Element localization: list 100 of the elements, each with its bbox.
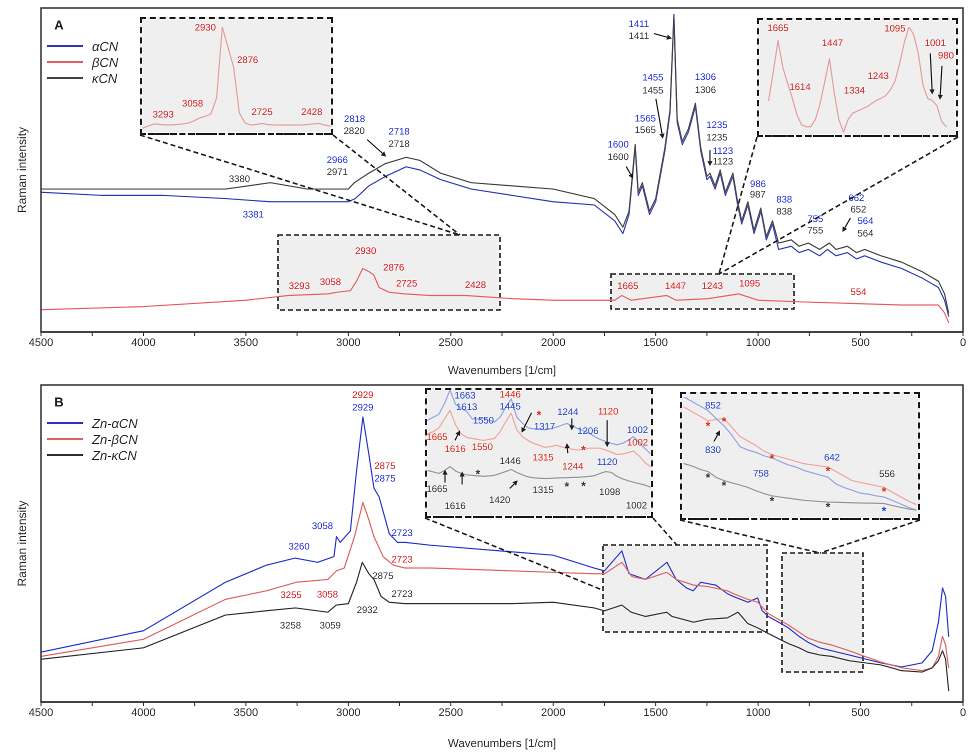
x-tick-label: 3500 bbox=[234, 706, 258, 719]
annotation: 3058 bbox=[316, 589, 338, 600]
annotation: 1616 bbox=[444, 444, 466, 456]
annotation: 980 bbox=[938, 50, 954, 62]
annotation: 554 bbox=[850, 286, 866, 298]
annotation: 1002 bbox=[626, 500, 648, 512]
annotation: 642 bbox=[824, 452, 840, 464]
annotation: * bbox=[706, 418, 711, 433]
annotation: 1095 bbox=[884, 24, 906, 34]
annotation: 1002 bbox=[626, 438, 648, 449]
x-tick-label: 500 bbox=[851, 336, 870, 349]
text: 2929 bbox=[352, 390, 374, 401]
legend-label: αCN bbox=[92, 38, 118, 54]
annotation: 1600 bbox=[608, 152, 629, 164]
x-axis-title: Wavenumbers [1/cm] bbox=[448, 365, 556, 377]
annotation: 2875 bbox=[374, 461, 396, 472]
annotation: 3381 bbox=[242, 209, 264, 220]
annotation: 1446 bbox=[500, 456, 521, 467]
annotation: 2820 bbox=[344, 126, 365, 138]
x-tick-label: 2500 bbox=[438, 336, 464, 349]
annotation: 2875 bbox=[374, 474, 396, 485]
x-tick-label: 2000 bbox=[540, 706, 566, 719]
annotation: 1002 bbox=[626, 425, 648, 436]
x-tick-label: 2000 bbox=[540, 336, 566, 349]
x-tick-label: 4000 bbox=[131, 706, 156, 719]
annotation: 1665 bbox=[617, 280, 638, 292]
annotation: * bbox=[536, 408, 542, 422]
annotation: 2718 bbox=[388, 138, 410, 150]
annotation: 3260 bbox=[288, 542, 310, 553]
annotation: 564 bbox=[858, 216, 874, 228]
annotation: 1098 bbox=[599, 487, 620, 498]
annotation: 2966 bbox=[326, 155, 348, 166]
x-tick-label: 1000 bbox=[746, 336, 770, 349]
annotation: 2725 bbox=[396, 278, 418, 290]
annotation: 2718 bbox=[388, 126, 410, 138]
annotation: 1001 bbox=[924, 38, 946, 49]
legend-label: Zn-βCN bbox=[92, 432, 138, 446]
annotation: 1123 bbox=[712, 146, 734, 157]
annotation: * bbox=[770, 452, 775, 466]
annotation: 2725 bbox=[251, 106, 273, 118]
annotation: * bbox=[722, 414, 727, 428]
annotation: 2818 bbox=[344, 114, 366, 125]
x-tick-label: 3000 bbox=[336, 336, 361, 349]
annotation: * bbox=[581, 478, 586, 493]
annotation: 1315 bbox=[532, 452, 554, 464]
annotation: 3058 bbox=[182, 98, 204, 110]
y-axis-title: Raman intensity bbox=[15, 500, 29, 587]
annotation: 1565 bbox=[634, 125, 656, 136]
annotation: 1306 bbox=[694, 72, 716, 83]
annotation: * bbox=[826, 464, 831, 478]
annotation: * bbox=[581, 443, 586, 458]
annotation: 755 bbox=[807, 226, 824, 237]
annotation: 852 bbox=[705, 400, 721, 412]
annotation: * bbox=[770, 494, 775, 508]
annotation: 1243 bbox=[868, 70, 889, 82]
annotation: 1411 bbox=[628, 31, 650, 42]
annotation: 2723 bbox=[392, 528, 413, 539]
x-tick-label: 4500 bbox=[28, 336, 54, 349]
annotation: 1565 bbox=[634, 113, 656, 124]
legend-label: κCN bbox=[92, 70, 118, 86]
annotation: * bbox=[826, 500, 831, 514]
annotation: 2723 bbox=[392, 554, 413, 566]
annotation: 1614 bbox=[789, 82, 811, 93]
annotation: 838 bbox=[776, 194, 792, 206]
annotation: * bbox=[722, 478, 727, 493]
text: 2929 bbox=[352, 402, 374, 414]
annotation: 3255 bbox=[280, 590, 302, 601]
annotation: 1665 bbox=[767, 23, 789, 34]
annotation: 1206 bbox=[577, 426, 598, 438]
annotation: 1663 bbox=[454, 390, 476, 402]
annotation: 1120 bbox=[596, 456, 618, 468]
x-tick-label: 2500 bbox=[438, 706, 464, 719]
annotation: 2876 bbox=[237, 54, 258, 66]
annotation: 1455 bbox=[642, 85, 664, 96]
annotation: 1665 bbox=[426, 432, 448, 443]
annotation: 3380 bbox=[228, 174, 250, 186]
x-tick-label: 3500 bbox=[234, 336, 258, 349]
annotation: 652 bbox=[850, 204, 866, 216]
annotation: 1235 bbox=[706, 132, 728, 144]
annotation: * bbox=[564, 480, 570, 494]
annotation: * bbox=[882, 484, 887, 498]
annotation: 1445 bbox=[500, 401, 521, 412]
annotation: 1616 bbox=[444, 500, 466, 512]
x-tick-label: 500 bbox=[851, 706, 870, 719]
annotation: 1411 bbox=[628, 18, 650, 30]
annotation: 3058 bbox=[320, 276, 342, 288]
annotation: 3059 bbox=[320, 620, 341, 632]
annotation: 1447 bbox=[822, 38, 844, 49]
chart-title: B bbox=[54, 394, 64, 410]
annotation: 1550 bbox=[472, 416, 494, 427]
annotation: 2971 bbox=[326, 167, 348, 178]
annotation: 1420 bbox=[489, 494, 510, 506]
annotation: 2428 bbox=[464, 280, 486, 291]
x-tick-label: 0 bbox=[960, 336, 966, 349]
annotation: 2930 bbox=[194, 22, 216, 34]
x-tick-label: 0 bbox=[960, 706, 966, 719]
x-tick-label: 1000 bbox=[746, 706, 770, 719]
x-tick-label: 1500 bbox=[643, 706, 668, 719]
annotation: 1123 bbox=[712, 156, 734, 168]
annotation: 1306 bbox=[694, 84, 716, 96]
